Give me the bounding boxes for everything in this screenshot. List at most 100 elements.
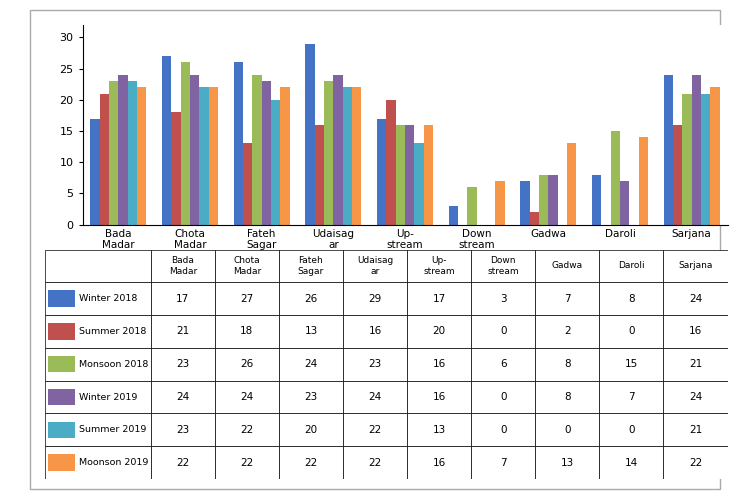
- Bar: [682, 94, 692, 225]
- Bar: [91, 119, 100, 225]
- Bar: [234, 62, 243, 225]
- Text: 26: 26: [304, 294, 317, 304]
- Bar: [45, 250, 151, 282]
- Bar: [536, 315, 599, 348]
- Bar: [151, 315, 214, 348]
- Text: Bada
Madar: Bada Madar: [169, 256, 197, 275]
- Bar: [45, 348, 151, 381]
- Bar: [118, 75, 128, 225]
- Bar: [128, 81, 137, 225]
- Text: 22: 22: [240, 458, 254, 468]
- Bar: [343, 414, 407, 446]
- Bar: [664, 414, 728, 446]
- Text: 22: 22: [368, 458, 382, 468]
- Bar: [407, 381, 471, 414]
- Bar: [414, 144, 424, 225]
- Bar: [536, 282, 599, 315]
- Bar: [664, 315, 728, 348]
- Bar: [151, 381, 214, 414]
- Bar: [471, 414, 536, 446]
- Bar: [279, 315, 343, 348]
- Bar: [536, 348, 599, 381]
- Bar: [214, 414, 279, 446]
- Text: 29: 29: [368, 294, 382, 304]
- Bar: [599, 282, 664, 315]
- Text: 23: 23: [176, 359, 190, 369]
- Text: 22: 22: [176, 458, 190, 468]
- Bar: [664, 446, 728, 479]
- Text: 7: 7: [564, 294, 571, 304]
- Text: 27: 27: [240, 294, 254, 304]
- Text: 16: 16: [368, 326, 382, 336]
- Text: 26: 26: [240, 359, 254, 369]
- Bar: [536, 446, 599, 479]
- Text: 2: 2: [564, 326, 571, 336]
- Bar: [49, 455, 75, 471]
- Bar: [279, 414, 343, 446]
- Text: 0: 0: [500, 326, 506, 336]
- Bar: [701, 94, 710, 225]
- Bar: [243, 144, 252, 225]
- Text: 13: 13: [433, 425, 445, 435]
- Text: 23: 23: [368, 359, 382, 369]
- Bar: [664, 282, 728, 315]
- Bar: [214, 348, 279, 381]
- Text: 14: 14: [625, 458, 638, 468]
- Bar: [536, 414, 599, 446]
- Text: Chota
Madar: Chota Madar: [232, 256, 261, 275]
- Text: Winter 2018: Winter 2018: [80, 294, 138, 303]
- Text: Summer 2018: Summer 2018: [80, 327, 147, 336]
- Bar: [45, 282, 151, 315]
- Text: 18: 18: [240, 326, 254, 336]
- Bar: [252, 75, 262, 225]
- Bar: [692, 75, 701, 225]
- Text: Moonson 2019: Moonson 2019: [80, 458, 148, 467]
- Text: 16: 16: [433, 458, 445, 468]
- Bar: [45, 381, 151, 414]
- Text: 22: 22: [304, 458, 317, 468]
- Bar: [151, 348, 214, 381]
- Bar: [343, 282, 407, 315]
- Bar: [343, 446, 407, 479]
- Bar: [495, 181, 505, 225]
- Bar: [424, 125, 433, 225]
- Bar: [599, 348, 664, 381]
- Bar: [324, 81, 333, 225]
- Text: 0: 0: [500, 392, 506, 402]
- Bar: [151, 282, 214, 315]
- Bar: [151, 446, 214, 479]
- Bar: [343, 348, 407, 381]
- Text: 16: 16: [433, 392, 445, 402]
- Bar: [279, 250, 343, 282]
- Bar: [214, 250, 279, 282]
- Bar: [471, 315, 536, 348]
- Bar: [599, 381, 664, 414]
- Text: Monsoon 2018: Monsoon 2018: [80, 360, 148, 369]
- Bar: [407, 282, 471, 315]
- Text: 23: 23: [304, 392, 317, 402]
- Text: 8: 8: [564, 359, 571, 369]
- Text: 7: 7: [500, 458, 506, 468]
- Bar: [280, 87, 290, 225]
- Bar: [45, 315, 151, 348]
- Bar: [109, 81, 118, 225]
- Text: 16: 16: [688, 326, 702, 336]
- Bar: [471, 250, 536, 282]
- Bar: [315, 125, 324, 225]
- Bar: [214, 446, 279, 479]
- Bar: [333, 75, 343, 225]
- Bar: [151, 250, 214, 282]
- Text: Sarjana: Sarjana: [678, 261, 712, 270]
- Text: 8: 8: [564, 392, 571, 402]
- Text: 16: 16: [433, 359, 445, 369]
- Bar: [599, 315, 664, 348]
- Bar: [620, 181, 629, 225]
- Bar: [530, 212, 539, 225]
- Text: Winter 2019: Winter 2019: [80, 393, 138, 402]
- Bar: [520, 181, 530, 225]
- Text: 0: 0: [500, 425, 506, 435]
- Bar: [377, 119, 386, 225]
- Text: 22: 22: [240, 425, 254, 435]
- Bar: [599, 250, 664, 282]
- Bar: [710, 87, 719, 225]
